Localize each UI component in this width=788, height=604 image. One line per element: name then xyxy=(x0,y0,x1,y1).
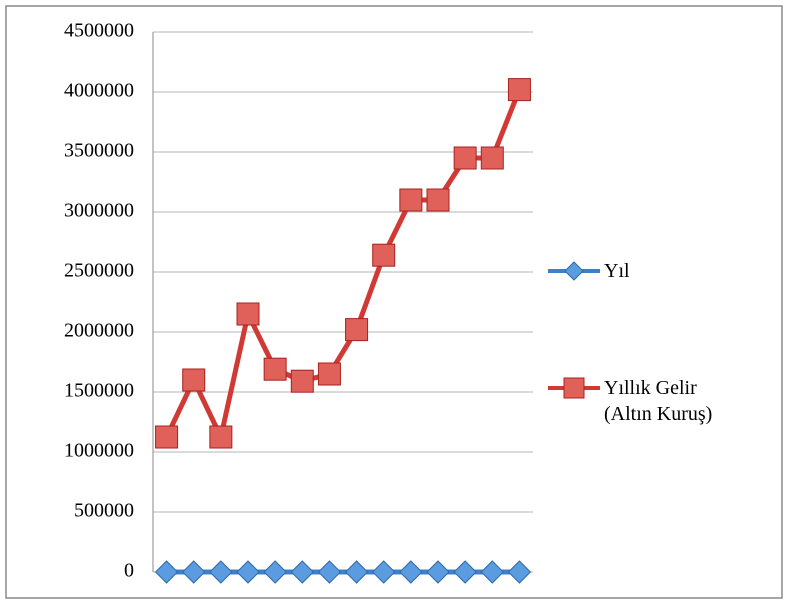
y-tick-label: 2000000 xyxy=(64,320,134,342)
point-marker xyxy=(236,560,260,584)
point-marker xyxy=(209,425,233,449)
point-marker xyxy=(399,188,423,212)
point-marker xyxy=(453,560,477,584)
point-marker xyxy=(154,560,179,584)
point-marker xyxy=(480,560,504,584)
point-marker xyxy=(426,188,450,212)
point-marker xyxy=(345,318,369,342)
point-marker xyxy=(290,369,314,393)
point-marker xyxy=(344,560,369,584)
point-marker xyxy=(317,362,341,386)
legend-marker xyxy=(564,261,584,281)
point-marker xyxy=(453,146,477,170)
legend-label: Yıllık Gelir (Altın Kuruş) xyxy=(604,377,713,425)
point-marker xyxy=(372,243,396,267)
y-tick-label: 2500000 xyxy=(64,260,134,282)
legend-marker xyxy=(563,377,585,399)
point-marker xyxy=(182,368,206,392)
point-marker xyxy=(317,560,342,584)
y-tick-label: 1000000 xyxy=(64,440,134,462)
y-tick-label: 0 xyxy=(124,560,134,582)
point-marker xyxy=(507,560,532,584)
point-marker xyxy=(155,425,179,449)
y-tick-label: 3000000 xyxy=(64,200,134,222)
point-marker xyxy=(372,560,396,584)
y-tick-label: 1500000 xyxy=(64,380,134,402)
point-marker xyxy=(263,560,287,584)
point-marker xyxy=(209,560,233,584)
y-tick-label: 3500000 xyxy=(64,140,134,162)
y-tick-label: 4500000 xyxy=(64,20,134,42)
point-marker xyxy=(290,560,314,584)
chart-frame xyxy=(5,5,783,599)
point-marker xyxy=(399,560,423,584)
series-line xyxy=(164,88,522,440)
point-marker xyxy=(182,560,206,584)
point-marker xyxy=(263,357,287,381)
point-marker xyxy=(236,302,260,326)
point-marker xyxy=(480,146,504,170)
legend-label: Yıl xyxy=(604,260,630,282)
y-tick-label: 4000000 xyxy=(64,80,134,102)
point-marker xyxy=(426,560,450,584)
point-marker xyxy=(507,78,531,102)
y-tick-label: 500000 xyxy=(74,500,134,522)
